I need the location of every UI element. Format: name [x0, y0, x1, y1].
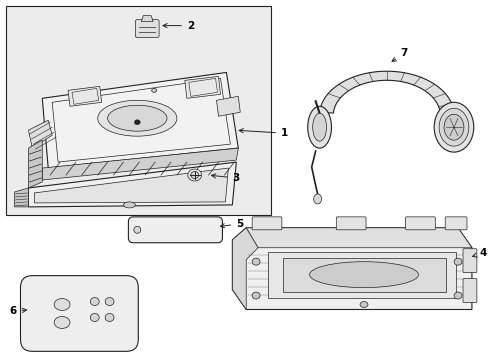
- Polygon shape: [28, 120, 52, 148]
- FancyBboxPatch shape: [462, 279, 476, 302]
- Ellipse shape: [123, 202, 135, 208]
- Ellipse shape: [134, 120, 140, 125]
- Ellipse shape: [307, 106, 331, 148]
- FancyBboxPatch shape: [405, 217, 434, 230]
- Ellipse shape: [309, 262, 418, 288]
- Ellipse shape: [359, 302, 367, 307]
- Ellipse shape: [252, 292, 260, 299]
- Ellipse shape: [443, 114, 463, 140]
- FancyBboxPatch shape: [444, 217, 466, 230]
- Polygon shape: [42, 72, 238, 168]
- Text: 5: 5: [220, 219, 243, 229]
- Polygon shape: [42, 148, 238, 180]
- Ellipse shape: [453, 258, 461, 265]
- Text: 3: 3: [211, 173, 239, 183]
- Ellipse shape: [54, 316, 70, 328]
- Ellipse shape: [187, 169, 201, 181]
- Polygon shape: [319, 71, 453, 113]
- Polygon shape: [216, 96, 240, 116]
- FancyBboxPatch shape: [336, 217, 365, 230]
- FancyBboxPatch shape: [128, 217, 222, 243]
- Text: 4: 4: [472, 248, 486, 258]
- Polygon shape: [34, 168, 228, 203]
- Ellipse shape: [313, 194, 321, 204]
- Ellipse shape: [105, 298, 114, 306]
- Ellipse shape: [151, 88, 156, 92]
- FancyBboxPatch shape: [252, 217, 281, 230]
- Bar: [6, 6, 270, 215]
- FancyBboxPatch shape: [462, 249, 476, 273]
- Ellipse shape: [453, 292, 461, 299]
- Polygon shape: [232, 228, 471, 310]
- Ellipse shape: [107, 105, 167, 131]
- Ellipse shape: [438, 108, 468, 146]
- Polygon shape: [28, 162, 236, 207]
- Ellipse shape: [98, 100, 177, 136]
- Ellipse shape: [90, 314, 99, 321]
- FancyBboxPatch shape: [135, 20, 159, 37]
- Ellipse shape: [54, 298, 70, 310]
- FancyBboxPatch shape: [20, 276, 138, 351]
- Polygon shape: [141, 15, 153, 22]
- Polygon shape: [28, 140, 42, 188]
- Polygon shape: [184, 76, 220, 98]
- Polygon shape: [246, 228, 471, 248]
- Ellipse shape: [433, 102, 473, 152]
- Ellipse shape: [190, 171, 198, 179]
- Polygon shape: [267, 252, 455, 298]
- Text: 7: 7: [391, 49, 407, 61]
- Polygon shape: [282, 258, 445, 292]
- Ellipse shape: [134, 226, 141, 233]
- Text: 6: 6: [9, 306, 26, 316]
- Ellipse shape: [312, 113, 326, 141]
- Text: 2: 2: [163, 21, 194, 31]
- Polygon shape: [15, 188, 28, 207]
- Polygon shape: [232, 228, 258, 310]
- Text: 1: 1: [239, 128, 287, 138]
- Ellipse shape: [90, 298, 99, 306]
- Ellipse shape: [105, 314, 114, 321]
- Ellipse shape: [252, 258, 260, 265]
- Polygon shape: [68, 86, 102, 106]
